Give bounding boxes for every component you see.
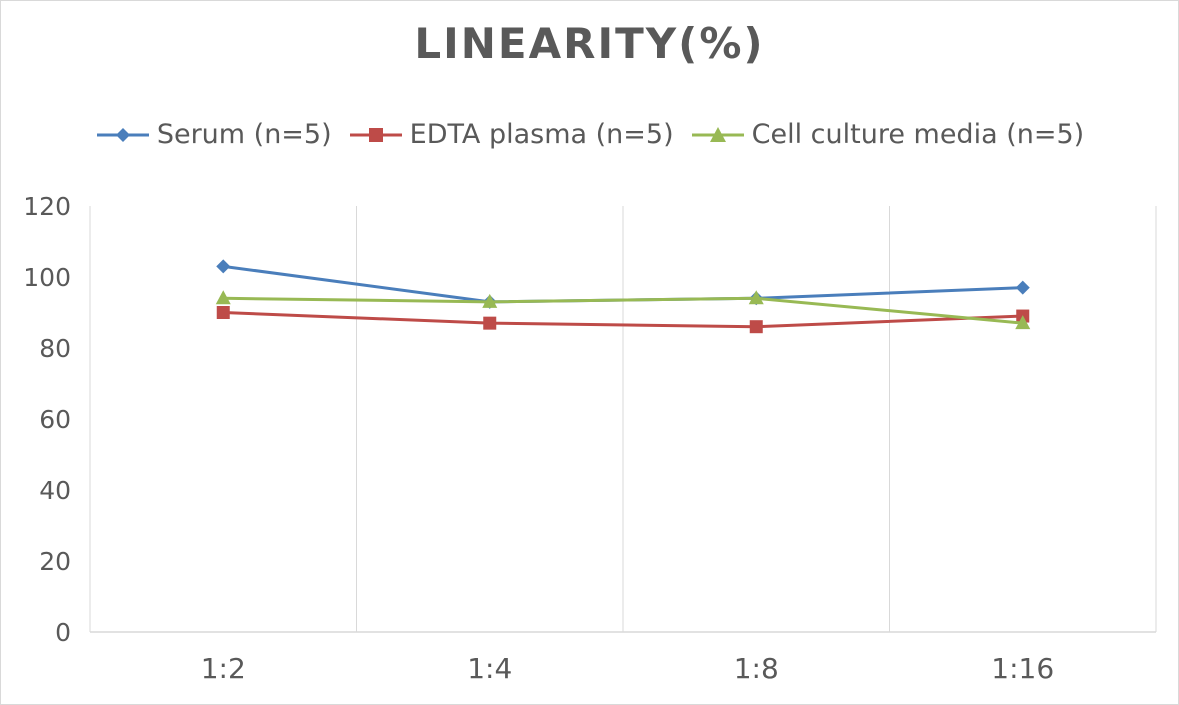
legend-entry-edta-plasma: EDTA plasma (n=5)	[348, 119, 674, 150]
legend-marker-serum	[96, 127, 149, 142]
legend-label-cell-culture-media: Cell culture media (n=5)	[751, 119, 1085, 150]
x-tick-label: 1:2	[201, 652, 246, 685]
data-point-serum-n-5	[216, 259, 231, 274]
data-point-serum-n-5	[1015, 280, 1030, 295]
y-tick-label: 80	[39, 334, 71, 363]
data-point-edta-plasma-n-5	[483, 316, 497, 330]
x-tick-label: 1:4	[467, 652, 512, 685]
data-point-cell-culture-media-n-5	[748, 290, 764, 305]
data-point-cell-culture-media-n-5	[1015, 315, 1031, 330]
chart-title: LINEARITY(%)	[414, 19, 765, 68]
legend-entry-cell-culture-media: Cell culture media (n=5)	[690, 119, 1085, 150]
y-tick-label: 100	[23, 263, 71, 292]
series-line-cell-culture-media-n-5	[223, 296, 1023, 325]
data-point-edta-plasma-n-5	[749, 320, 763, 334]
data-point-edta-plasma-n-5	[216, 306, 230, 319]
legend-entry-serum: Serum (n=5)	[95, 119, 332, 150]
x-tick-label: 1:8	[734, 652, 779, 685]
y-tick-label: 20	[39, 547, 71, 576]
y-tick-label: 120	[23, 192, 71, 221]
data-point-cell-culture-media-n-5	[482, 293, 498, 308]
y-tick-label: 40	[39, 476, 71, 505]
y-tick-label: 0	[55, 618, 71, 647]
legend-marker-edta-plasma	[349, 127, 402, 142]
data-point-cell-culture-media-n-5	[215, 290, 231, 305]
legend-label-edta-plasma: EDTA plasma (n=5)	[409, 119, 674, 150]
series-line-edta-plasma-n-5	[223, 311, 1023, 329]
legend-label-serum: Serum (n=5)	[156, 119, 332, 150]
legend: Serum (n=5) EDTA plasma (n=5) Cell cultu…	[1, 119, 1178, 150]
y-tick-label: 60	[39, 405, 71, 434]
legend-marker-cell-culture-media	[691, 126, 744, 142]
x-tick-label: 1:16	[991, 652, 1054, 685]
